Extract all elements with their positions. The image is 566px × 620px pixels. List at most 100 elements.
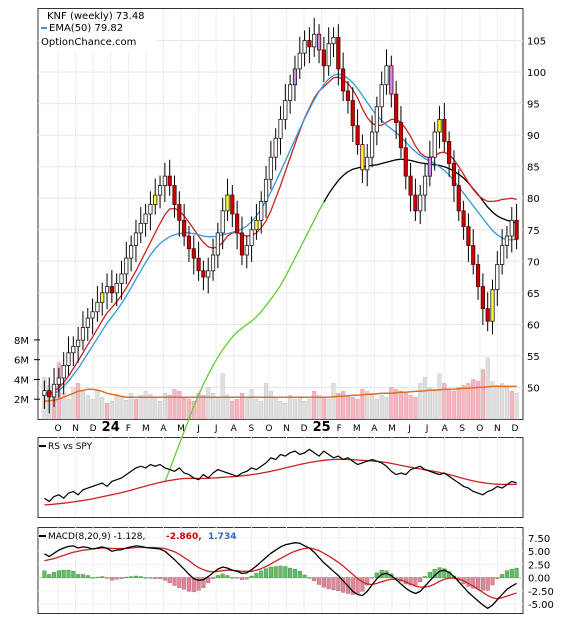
candle-body xyxy=(206,270,211,278)
macd-histogram-bar xyxy=(297,571,302,578)
candle xyxy=(148,191,153,231)
volume-bar xyxy=(76,383,81,420)
candle-body xyxy=(259,200,264,221)
volume-bar xyxy=(254,398,259,420)
macd-histogram-bar xyxy=(225,575,230,578)
volume-bar xyxy=(177,391,182,420)
macd-histogram-bar xyxy=(259,570,264,578)
macd-histogram-bar xyxy=(408,577,413,586)
volume-bar xyxy=(466,383,471,420)
candle xyxy=(90,298,95,335)
macd-histogram-bar xyxy=(167,577,172,584)
candle-body xyxy=(341,68,346,92)
volume-bar xyxy=(104,402,110,420)
price-tick-label: 90 xyxy=(527,131,540,142)
volume-bar xyxy=(471,379,476,420)
macd-histogram-bar xyxy=(273,566,278,578)
volume-bar xyxy=(408,395,413,420)
candle xyxy=(427,140,432,187)
candle-body xyxy=(215,232,220,256)
candle xyxy=(384,49,389,95)
volume-bar xyxy=(389,387,394,420)
macd-histogram-bar xyxy=(235,577,240,579)
candle xyxy=(394,80,399,139)
volume-bar xyxy=(369,393,375,420)
volume-bar xyxy=(379,395,384,420)
macd-histogram-bar xyxy=(331,577,336,590)
volume-bar xyxy=(437,373,442,420)
volume-bar xyxy=(475,381,481,420)
candle-body xyxy=(466,226,471,246)
macd-histogram-bar xyxy=(100,576,105,578)
volume-bar xyxy=(259,400,264,420)
macd-histogram-bar xyxy=(500,574,505,578)
candle xyxy=(220,197,225,250)
candle-body xyxy=(71,346,76,354)
volume-bar xyxy=(148,394,153,420)
macd-histogram-bar xyxy=(206,577,211,584)
macd-histogram-bar xyxy=(370,577,375,579)
volume-bar xyxy=(80,391,86,420)
candle xyxy=(244,235,249,269)
candle-body xyxy=(90,311,95,319)
volume-bar xyxy=(345,395,351,420)
month-label: M xyxy=(353,424,361,434)
macd-histogram-bar xyxy=(162,577,167,581)
candle xyxy=(47,377,52,414)
volume-bar xyxy=(321,396,326,420)
candle xyxy=(456,169,461,221)
month-label: S xyxy=(248,424,254,434)
volume-bar xyxy=(220,373,225,420)
macd-tick-label: 5.00 xyxy=(528,547,550,558)
macd-histogram-bar xyxy=(61,570,66,578)
candle-body xyxy=(475,264,481,287)
candle-body xyxy=(244,245,249,256)
candle-body xyxy=(490,289,495,322)
macd-histogram-bar xyxy=(114,577,119,580)
candle xyxy=(51,367,57,408)
legend-source: OptionChance.com xyxy=(41,37,136,48)
candle-body xyxy=(297,52,302,70)
volume-bar xyxy=(230,400,235,420)
candle-body xyxy=(42,390,47,397)
candle xyxy=(336,24,341,86)
candle xyxy=(71,336,76,367)
macd-histogram-bar xyxy=(490,577,495,586)
macd-histogram-bar xyxy=(249,575,254,578)
volume-bar xyxy=(85,395,90,420)
macd-histogram-bar xyxy=(321,577,326,588)
candle xyxy=(403,137,408,190)
volume-bar xyxy=(394,389,399,420)
macd-histogram-bar xyxy=(317,577,322,585)
candle-body xyxy=(235,213,240,234)
macd-histogram-bar xyxy=(355,577,360,594)
candle-body xyxy=(480,286,485,310)
legend-ticker: KNF (weekly) 73.48 xyxy=(47,11,145,22)
macd-histogram-bar xyxy=(365,577,370,586)
volume-bar xyxy=(422,377,428,420)
macd-histogram-bar xyxy=(182,577,187,590)
candle-body xyxy=(124,257,129,275)
candle xyxy=(201,260,206,291)
macd-histogram-bar xyxy=(124,576,129,578)
volume-bar xyxy=(157,400,163,420)
candle-body xyxy=(456,185,461,212)
candle xyxy=(268,140,273,190)
macd-histogram-bar xyxy=(427,572,432,578)
macd-histogram-bar xyxy=(283,566,288,578)
candle-body xyxy=(273,137,278,158)
volume-bar xyxy=(215,396,220,420)
year-label: 24 xyxy=(102,420,120,435)
volume-bar xyxy=(133,398,139,420)
candle xyxy=(210,238,216,281)
price-tick-label: 55 xyxy=(527,352,540,363)
macd-histogram-bar xyxy=(191,577,196,593)
candle-body xyxy=(326,43,331,67)
candle xyxy=(259,191,264,234)
candle-body xyxy=(114,282,119,294)
candle-body xyxy=(437,118,442,133)
candle xyxy=(413,178,418,221)
macd-histogram-bar xyxy=(230,577,235,579)
month-label: M xyxy=(142,424,150,434)
